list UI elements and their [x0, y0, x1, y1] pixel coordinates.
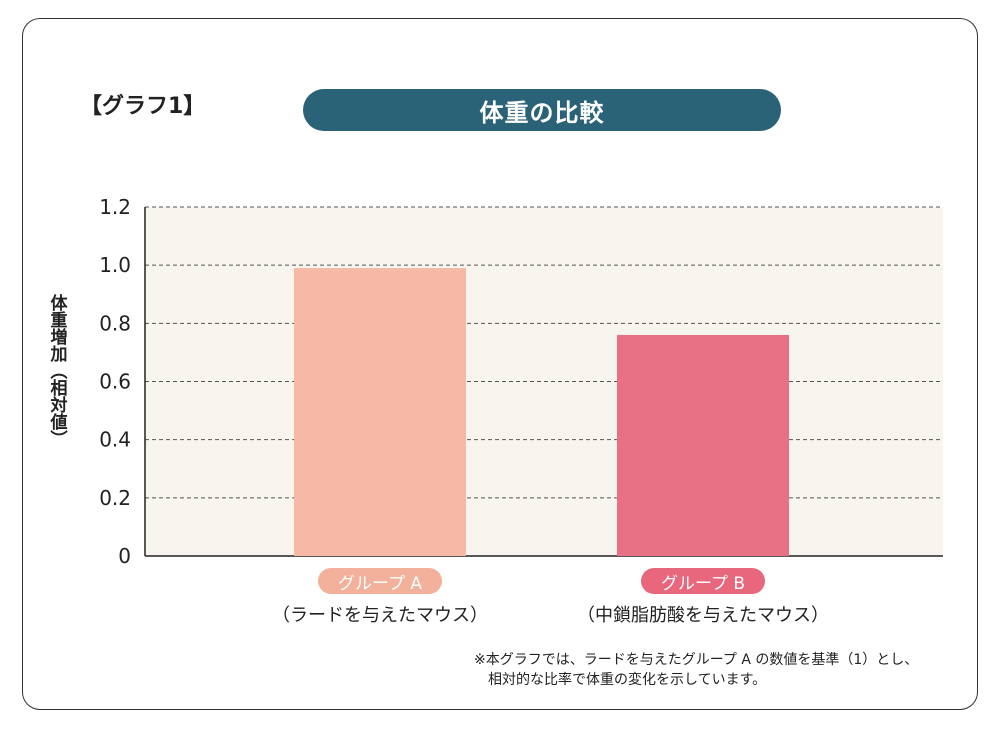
footnote: ※本グラフでは、ラードを与えたグループ A の数値を基準（1）とし、 相対的な比… [474, 650, 918, 690]
y-tick-label: 1.2 [99, 195, 131, 219]
bar-group-b [617, 334, 789, 556]
category-label: グループ B [641, 568, 765, 594]
y-tick-label: 0.8 [99, 311, 131, 335]
chart-title: 体重の比較 [303, 89, 781, 131]
footnote-line-1: ※本グラフでは、ラードを与えたグループ A の数値を基準（1）とし、 [474, 652, 919, 668]
category-sublabel: （中鎖脂肪酸を与えたマウス） [577, 605, 829, 626]
bar-group-a [294, 268, 466, 556]
y-tick-label: 0 [118, 544, 131, 568]
y-axis-label: 体重増加（相対値） [46, 293, 67, 447]
y-tick-label: 1.0 [99, 253, 131, 277]
graph-number-label: 【グラフ1】 [80, 94, 206, 119]
category-sublabel: （ラードを与えたマウス） [272, 605, 488, 626]
category-label: グループ A [318, 568, 442, 594]
y-tick-label: 0.2 [99, 486, 131, 510]
y-tick-label: 0.6 [99, 370, 131, 394]
y-tick-label: 0.4 [99, 428, 131, 452]
footnote-line-2: 相対的な比率で体重の変化を示しています。 [488, 672, 767, 688]
